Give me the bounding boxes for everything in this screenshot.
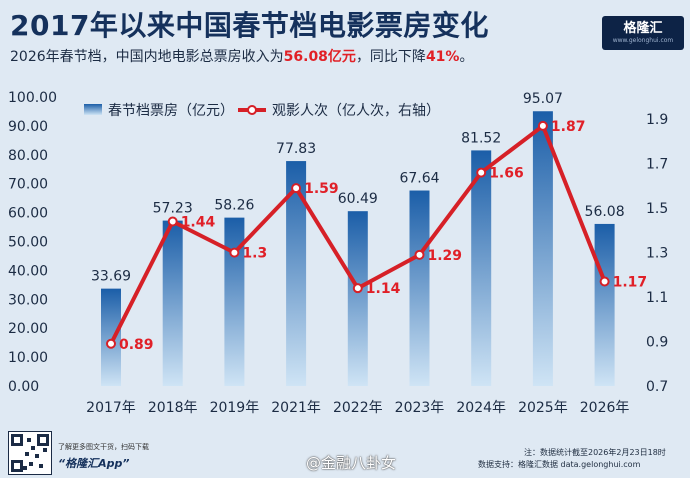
x-tick-label: 2025年: [518, 400, 568, 416]
right-axis: 0.7 0.9 1.1 1.3 1.5 1.7 1.9: [646, 112, 668, 395]
line-value-label: 1.44: [181, 214, 216, 230]
line-point: [167, 216, 178, 227]
y2-tick-label: 0.7: [646, 379, 668, 395]
line-point: [414, 249, 425, 260]
x-tick-label: 2018年: [148, 400, 198, 416]
y2-tick-label: 1.7: [646, 157, 668, 173]
line-value-label: 1.29: [428, 248, 463, 264]
bar-value-label: 67.64: [399, 171, 439, 187]
bar-value-label: 60.49: [338, 191, 378, 207]
gelonghui-logo: 格隆汇 www.gelonghui.com: [602, 16, 684, 50]
bar-value-label: 33.69: [91, 269, 131, 285]
y-tick-label: 30.00: [8, 292, 48, 308]
logo-url: www.gelonghui.com: [612, 37, 674, 44]
line-value-label: 1.3: [242, 246, 267, 262]
subtitle-box-office-value: 56.08亿元: [283, 49, 356, 65]
x-tick-label: 2021年: [271, 400, 321, 416]
y-tick-label: 80.00: [8, 148, 48, 164]
line-point: [537, 120, 548, 131]
legend-line-marker: [247, 105, 257, 115]
qr-code: [8, 431, 52, 475]
data-source-note: 数据支持：格隆汇数据 data.gelonghui.com: [478, 460, 641, 469]
weibo-watermark: @金融八卦女: [306, 454, 397, 472]
x-tick-label: 2023年: [395, 400, 445, 416]
bar: [162, 220, 183, 386]
y2-tick-label: 1.3: [646, 246, 668, 262]
subtitle-prefix: 2026年春节档，中国内地电影总票房收入为: [10, 49, 284, 65]
line-point: [229, 247, 240, 258]
data-cutoff-note: 注：数据统计截至2026年2月23日18时: [524, 448, 666, 457]
bar: [594, 223, 615, 386]
y-tick-label: 0.00: [8, 379, 39, 395]
y-tick-label: 70.00: [8, 177, 48, 193]
bar-value-label: 81.52: [461, 130, 501, 146]
subtitle-decline-value: 41%: [425, 49, 460, 65]
subtitle-middle: ，同比下降: [355, 49, 426, 65]
y2-tick-label: 0.9: [646, 335, 668, 351]
subtitle: 2026年春节档，中国内地电影总票房收入为56.08亿元，同比下降41%。: [10, 46, 473, 66]
y2-tick-label: 1.9: [646, 112, 668, 128]
bar-value-label: 56.08: [585, 204, 625, 220]
line-point: [352, 283, 363, 294]
legend: 春节档票房（亿元） 观影人次（亿人次，右轴）: [84, 103, 440, 119]
x-tick-label: 2024年: [456, 400, 506, 416]
line-value-label: 0.89: [119, 337, 154, 353]
x-tick-label: 2022年: [333, 400, 383, 416]
bar-series: 33.69 57.23 58.26 77.83 60.49 67.64 81.52 95.07…: [91, 91, 625, 386]
left-axis: 0.00 10.00 20.00 30.00 40.00 50.00 60.00 70.00 8…: [8, 90, 57, 395]
line-point: [599, 276, 610, 287]
bar: [286, 161, 307, 386]
line-value-label: 1.17: [613, 275, 648, 291]
y-tick-label: 10.00: [8, 350, 48, 366]
bar: [409, 190, 430, 386]
subtitle-suffix: 。: [459, 49, 474, 65]
line-value-label: 1.87: [551, 119, 586, 135]
x-tick-label: 2019年: [210, 400, 260, 416]
box-office-chart: 0.00 10.00 20.00 30.00 40.00 50.00 60.00 70.00 8…: [8, 90, 668, 416]
y2-tick-label: 1.1: [646, 290, 668, 306]
page-title: 2017年以来中国春节档电影票房变化: [10, 9, 489, 42]
legend-bar-label: 春节档票房（亿元）: [108, 103, 234, 119]
app-name: “格隆汇App”: [58, 457, 130, 470]
y-tick-label: 100.00: [8, 90, 57, 106]
line-point: [476, 167, 487, 178]
y-tick-label: 20.00: [8, 321, 48, 337]
bar: [532, 111, 553, 386]
app-download-hint: 了解更多图文干货，扫码下载: [58, 443, 149, 451]
y-tick-label: 50.00: [8, 235, 48, 251]
bar: [224, 217, 245, 386]
bar-value-label: 95.07: [523, 91, 563, 107]
legend-bar-swatch: [84, 104, 102, 115]
bar-value-label: 58.26: [214, 198, 254, 214]
line-series: 0.89 1.44 1.3 1.59 1.14 1.29 1.66 1.87 1.17: [106, 119, 648, 353]
y2-tick-label: 1.5: [646, 201, 668, 217]
bar-value-label: 57.23: [153, 201, 193, 217]
legend-line-label: 观影人次（亿人次，右轴）: [272, 103, 440, 119]
line-point: [106, 338, 116, 349]
logo-text: 格隆汇: [623, 21, 663, 36]
x-tick-label: 2017年: [86, 400, 136, 416]
line-point: [291, 183, 302, 194]
line-value-label: 1.59: [304, 181, 339, 197]
y-tick-label: 60.00: [8, 206, 48, 222]
bar-value-label: 77.83: [276, 141, 316, 157]
y-tick-label: 90.00: [8, 119, 48, 135]
y-tick-label: 40.00: [8, 263, 48, 279]
bar: [471, 150, 492, 386]
bar: [101, 288, 121, 386]
line-value-label: 1.66: [489, 166, 524, 182]
x-tick-label: 2026年: [580, 400, 630, 416]
x-axis: 2017年 2018年 2019年 2021年 2022年 2023年 2024年 2025年…: [86, 400, 629, 416]
bar: [347, 211, 368, 386]
line-value-label: 1.14: [366, 281, 401, 297]
